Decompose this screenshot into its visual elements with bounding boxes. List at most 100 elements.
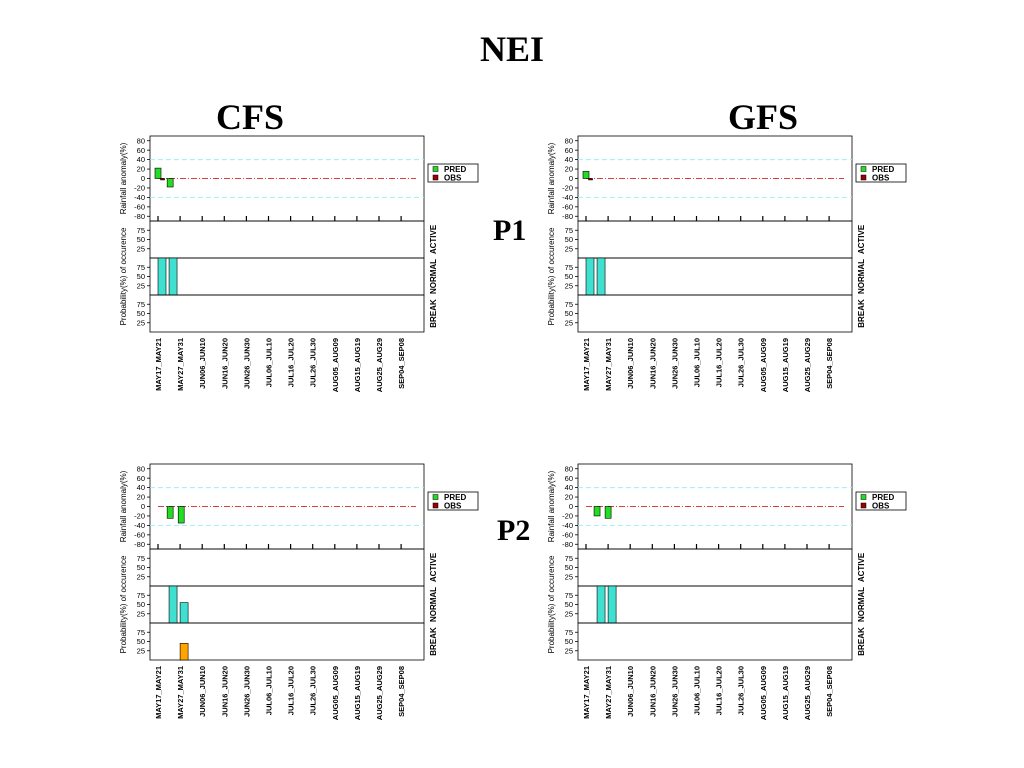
- prob-bar-normal: [585, 257, 595, 296]
- category-label: MAY17_MAY21: [582, 338, 591, 391]
- legend-label-obs: OBS: [872, 174, 890, 183]
- prob-label-normal: NORMAL: [857, 587, 866, 622]
- category-label: JUN16_JUN20: [648, 666, 657, 717]
- y-axis-title-anomaly: Rainfall anomaly(%): [547, 142, 556, 214]
- chart-panel-cfs-p2: 80 60 40 20 0 -20 -40 -60 -80 PRED OBS Rainfall ano…: [116, 462, 576, 732]
- y-tick-label: 20: [137, 165, 145, 174]
- category-label: MAY27_MAY31: [176, 338, 185, 391]
- prob-y-tick-label: 25: [565, 244, 573, 253]
- prob-label-active: ACTIVE: [429, 552, 438, 582]
- y-tick-label: 0: [141, 174, 145, 183]
- category-label: AUG15_AUG19: [781, 338, 790, 392]
- obs-bar: [588, 178, 593, 181]
- category-label: MAY17_MAY21: [154, 666, 163, 719]
- prob-y-tick-label: 50: [565, 637, 573, 646]
- chart-panel-gfs-p1: 80 60 40 20 0 -20 -40 -60 -80 PRED OBS Rainfall ano…: [544, 134, 1004, 404]
- y-tick-label: -60: [134, 202, 145, 211]
- pred-bar: [177, 506, 185, 524]
- y-tick-label: 80: [565, 136, 573, 145]
- prob-y-tick-label: 25: [137, 572, 145, 581]
- prob-y-tick-label: 75: [565, 554, 573, 563]
- prob-y-tick-label: 25: [565, 646, 573, 655]
- category-label: AUG05_AUG09: [759, 338, 768, 392]
- prob-section-active: [577, 220, 853, 259]
- legend-box: [427, 491, 479, 511]
- y-tick-label: 40: [137, 483, 145, 492]
- y-tick-label: -40: [562, 193, 573, 202]
- y-tick-label: 60: [137, 474, 145, 483]
- category-label: JUN16_JUN20: [220, 338, 229, 389]
- chart-panel-gfs-p2: 80 60 40 20 0 -20 -40 -60 -80 PRED OBS Rainfall ano…: [544, 462, 1004, 732]
- y-tick-label: -20: [562, 184, 573, 193]
- prob-y-tick-label: 75: [137, 554, 145, 563]
- prob-y-tick-label: 25: [565, 609, 573, 618]
- category-label: MAY17_MAY21: [582, 666, 591, 719]
- category-label: JUL06_JUL10: [693, 666, 702, 715]
- category-label: AUG25_AUG29: [803, 666, 812, 720]
- category-label: SEP04_SEP08: [397, 338, 406, 389]
- legend-label-obs: OBS: [444, 174, 462, 183]
- prob-bar-normal: [607, 585, 617, 624]
- y-tick-label: -60: [134, 530, 145, 539]
- y-tick-label: 80: [137, 464, 145, 473]
- prob-y-tick-label: 25: [137, 281, 145, 290]
- category-label: MAY27_MAY31: [176, 666, 185, 719]
- category-label: JUN26_JUN30: [670, 338, 679, 389]
- y-tick-label: -20: [134, 184, 145, 193]
- prob-y-tick-label: 25: [137, 244, 145, 253]
- y-tick-label: 40: [565, 483, 573, 492]
- prob-y-tick-label: 75: [137, 591, 145, 600]
- pred-bar: [166, 506, 174, 519]
- y-tick-label: 80: [565, 464, 573, 473]
- y-tick-label: -80: [134, 540, 145, 549]
- prob-label-break: BREAK: [857, 627, 866, 656]
- prob-section-break: [577, 622, 853, 661]
- prob-label-active: ACTIVE: [857, 552, 866, 582]
- category-label: JUN06_JUN10: [626, 666, 635, 717]
- prob-section-break: [577, 294, 853, 333]
- legend-label-pred: PRED: [872, 165, 894, 174]
- prob-section-active: [149, 548, 425, 587]
- y-tick-label: 20: [565, 165, 573, 174]
- y-tick-label: 0: [141, 502, 145, 511]
- category-label: JUL06_JUL10: [693, 338, 702, 387]
- y-axis-title-anomaly: Rainfall anomaly(%): [547, 470, 556, 542]
- row-title-p2: P2: [497, 514, 531, 547]
- prob-y-tick-label: 50: [137, 235, 145, 244]
- legend-swatch-obs: [432, 502, 439, 509]
- prob-y-tick-label: 75: [137, 628, 145, 637]
- y-axis-title-anomaly: Rainfall anomaly(%): [119, 470, 128, 542]
- y-tick-label: 60: [565, 474, 573, 483]
- prob-y-tick-label: 75: [137, 263, 145, 272]
- prob-y-tick-label: 50: [137, 309, 145, 318]
- category-label: AUG15_AUG19: [353, 666, 362, 720]
- y-tick-label: -40: [134, 193, 145, 202]
- legend-swatch-obs: [860, 174, 867, 181]
- category-label: JUL26_JUL30: [737, 666, 746, 715]
- legend-swatch-pred: [860, 166, 867, 172]
- prob-y-tick-label: 75: [565, 226, 573, 235]
- prob-y-tick-label: 50: [565, 309, 573, 318]
- legend-box: [855, 163, 907, 183]
- legend-label-pred: PRED: [872, 493, 894, 502]
- prob-y-tick-label: 25: [565, 318, 573, 327]
- category-label: SEP04_SEP08: [825, 338, 834, 389]
- category-label: JUL16_JUL20: [287, 338, 296, 387]
- legend-swatch-pred: [432, 166, 439, 172]
- legend-box: [855, 491, 907, 511]
- y-axis-title-probability: Probability(%) of occurence: [119, 555, 128, 653]
- prob-section-normal: [577, 257, 853, 296]
- prob-label-active: ACTIVE: [857, 224, 866, 254]
- prob-y-tick-label: 25: [565, 281, 573, 290]
- y-tick-label: -80: [562, 540, 573, 549]
- prob-bar-normal: [596, 257, 606, 296]
- row-title-p1: P1: [493, 214, 527, 247]
- legend-label-obs: OBS: [872, 502, 890, 511]
- y-tick-label: -40: [134, 521, 145, 530]
- prob-y-tick-label: 25: [137, 646, 145, 655]
